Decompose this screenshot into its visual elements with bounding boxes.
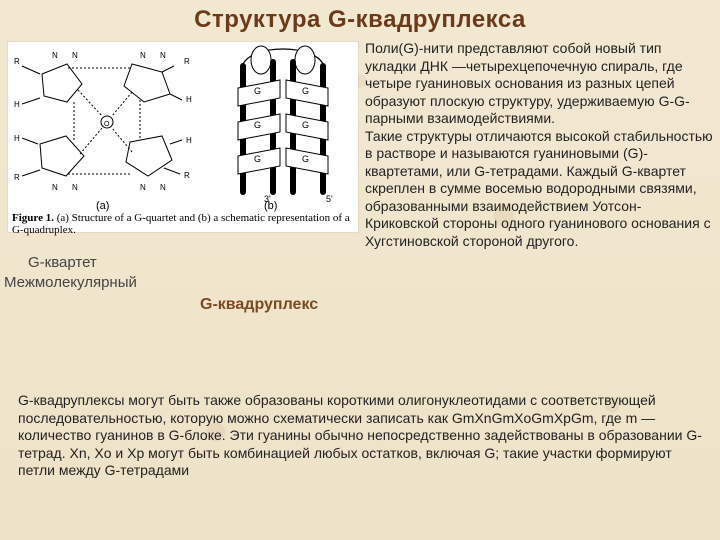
figure-caption-prefix: Figure 1. [12, 212, 54, 224]
svg-text:N: N [52, 51, 58, 60]
svg-text:R: R [184, 171, 190, 180]
figure-b-label: (b) [264, 200, 277, 212]
svg-text:N: N [72, 183, 78, 192]
svg-text:N: N [140, 51, 146, 60]
figure-a-label: (a) [96, 200, 109, 212]
figure-caption-rest: (a) Structure of a G-quartet and (b) a s… [12, 212, 350, 236]
svg-text:G: G [254, 120, 261, 130]
svg-text:N: N [160, 183, 166, 192]
svg-text:R: R [14, 173, 20, 182]
g-quadruplex-diagram: GG GG GG 3' 5' [208, 42, 358, 206]
paragraph-right: Поли(G)-нити представляют собой новый ти… [365, 40, 715, 250]
figure-box: R H H R R H H R O N N N N N N N N [8, 42, 358, 232]
svg-text:H: H [14, 134, 20, 143]
label-g-quartet: G-квартет [28, 254, 97, 271]
strand-5prime: 5' [326, 194, 333, 204]
svg-text:G: G [254, 86, 261, 96]
slide-root: Структура G-квадруплекса [0, 0, 720, 540]
svg-text:R: R [184, 57, 190, 66]
svg-text:H: H [186, 95, 192, 104]
svg-text:G: G [302, 86, 309, 96]
svg-text:N: N [140, 183, 146, 192]
slide-title: Структура G-квадруплекса [0, 0, 720, 34]
svg-text:N: N [160, 51, 166, 60]
paragraph-right-p1: Поли(G)-нити представляют собой новый ти… [365, 40, 690, 126]
svg-text:G: G [254, 154, 261, 164]
svg-text:H: H [14, 100, 20, 109]
svg-text:R: R [14, 57, 20, 66]
label-g-quadruplex: G-квадруплекс [200, 296, 318, 314]
svg-text:N: N [52, 183, 58, 192]
svg-text:G: G [302, 154, 309, 164]
svg-text:H: H [186, 136, 192, 145]
paragraph-right-p2: Такие структуры отличаются высокой стаби… [365, 128, 713, 249]
figure-caption: Figure 1. (a) Structure of a G-quartet a… [12, 212, 354, 236]
label-intermolecular: Межмолекулярный [4, 274, 137, 291]
svg-text:G: G [302, 120, 309, 130]
paragraph-bottom: G-квадруплексы могут быть также образова… [18, 392, 702, 480]
g-quartet-diagram: R H H R R H H R O N N N N N N N N [12, 44, 202, 204]
svg-text:O: O [104, 121, 110, 128]
svg-text:N: N [72, 51, 78, 60]
